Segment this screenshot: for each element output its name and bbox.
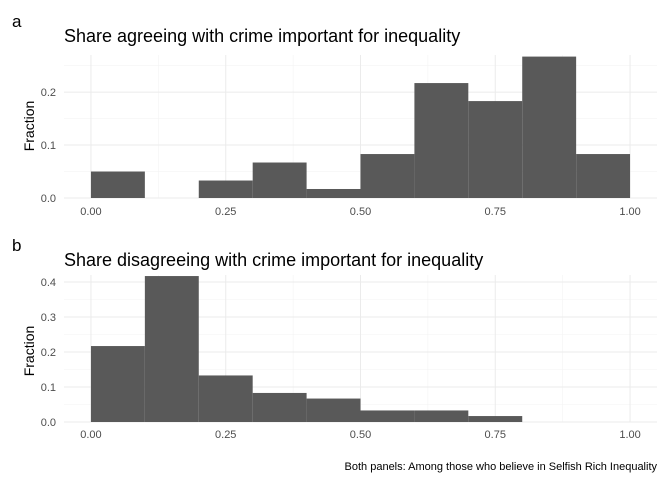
panel-a-bar	[198, 180, 253, 198]
panel-b-bar	[360, 410, 415, 422]
panel-b-bar	[90, 346, 145, 422]
panel-a-y-tick-label: 0.1	[41, 140, 56, 152]
panel-a-title: Share agreeing with crime important for …	[64, 26, 460, 46]
panel-a-x-tick-label: 0.00	[80, 206, 101, 218]
panel-b-bar	[306, 398, 361, 422]
panel-b-title: Share disagreeing with crime important f…	[64, 250, 483, 270]
panel-a-bar	[414, 83, 469, 198]
panel-b-x-tick-label: 0.25	[215, 429, 236, 441]
panel-b-y-tick-label: 0.1	[41, 382, 56, 394]
panel-a-tag: a	[12, 12, 22, 31]
panel-b-bar	[198, 375, 253, 422]
panel-a-y-axis-title: Fraction	[21, 101, 37, 152]
panel-a-bar	[252, 162, 307, 198]
panel-b-bar	[144, 276, 199, 422]
panel-a-plot: 0.00 0.25 0.50 0.75 1.00 0.0 0.1 0.2	[41, 55, 657, 218]
panel-a-bar	[306, 188, 361, 198]
panel-b-y-tick-label: 0.3	[41, 312, 56, 324]
panel-b-bar	[252, 392, 307, 422]
caption: Both panels: Among those who believe in …	[345, 461, 658, 473]
panel-a-bar	[90, 171, 145, 198]
panel-a-bar	[360, 154, 415, 198]
panel-b: b Share disagreeing with crime important…	[12, 236, 657, 441]
panel-b-plot: 0.00 0.25 0.50 0.75 1.00 0.0 0.1 0.2 0.3 0.4	[41, 275, 657, 441]
panel-b-x-tick-label: 0.75	[485, 429, 506, 441]
panel-a-x-tick-label: 0.75	[485, 206, 506, 218]
panel-a-y-tick-label: 0.2	[41, 87, 56, 99]
panel-b-x-tick-label: 1.00	[619, 429, 640, 441]
panel-b-x-tick-label: 0.50	[350, 429, 371, 441]
panel-a-bar	[522, 56, 577, 198]
panel-b-bar	[468, 416, 523, 422]
panel-b-y-tick-label: 0.4	[41, 277, 56, 289]
panel-a-bar	[468, 101, 523, 198]
panel-b-y-tick-label: 0.2	[41, 347, 56, 359]
panel-a: a Share agreeing with crime important fo…	[12, 12, 657, 218]
panel-b-x-tick-label: 0.00	[80, 429, 101, 441]
panel-b-bar	[414, 410, 469, 422]
panel-a-y-tick-label: 0.0	[41, 193, 56, 205]
panel-a-x-tick-label: 0.25	[215, 206, 236, 218]
panel-b-y-axis-title: Fraction	[21, 326, 37, 377]
panel-b-tag: b	[12, 236, 21, 255]
panel-a-x-tick-label: 1.00	[619, 206, 640, 218]
panel-a-x-tick-label: 0.50	[350, 206, 371, 218]
panel-b-y-tick-label: 0.0	[41, 417, 56, 429]
panel-a-bar	[576, 154, 631, 198]
